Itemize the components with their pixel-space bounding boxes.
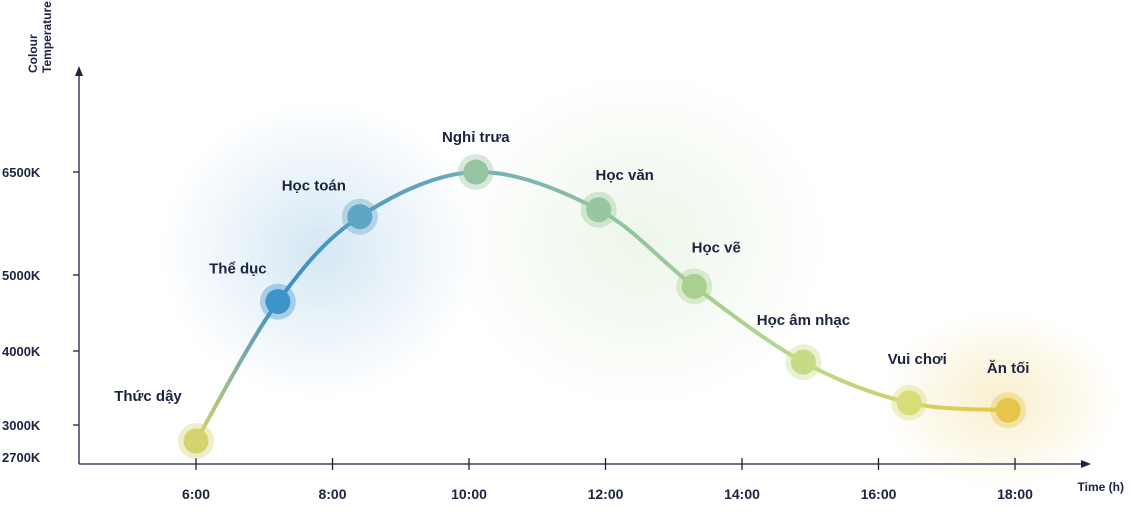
data-point: [586, 197, 612, 223]
data-point: [995, 397, 1021, 423]
point-label: Thức dậy: [114, 388, 182, 405]
data-point: [463, 159, 489, 185]
axes: [75, 66, 1091, 468]
x-tick-label: 16:00: [861, 486, 897, 502]
y-axis-arrow: [75, 66, 83, 76]
y-ticks: 2700K 3000K 4000K 5000K 6500K: [2, 165, 79, 465]
x-axis-label: Time (h): [1078, 480, 1124, 494]
x-tick-label: 10:00: [451, 486, 487, 502]
point-label: Học âm nhạc: [757, 312, 850, 329]
x-tick-label: 6:00: [182, 486, 210, 502]
data-point: [183, 428, 209, 454]
y-tick-label: 5000K: [2, 268, 41, 283]
data-point: [265, 289, 291, 315]
data-points: [178, 154, 1027, 459]
point-label: Học vẽ: [692, 239, 741, 256]
x-tick-label: 18:00: [997, 486, 1033, 502]
data-point: [347, 204, 373, 230]
point-labels: Thức dậy Thể dục Học toán Nghỉ trưa Học văn H…: [114, 129, 1029, 405]
point-label: Ăn tối: [987, 360, 1030, 377]
y-tick-label: 6500K: [2, 165, 41, 180]
background-glows: [160, 70, 1120, 490]
y-tick-label: 3000K: [2, 418, 41, 433]
x-tick-label: 8:00: [318, 486, 346, 502]
y-axis-label-line-1: Colour: [26, 34, 40, 73]
point-label: Thể dục: [209, 261, 267, 278]
y-axis-label: Colour Temperature (k): [26, 0, 54, 73]
point-label: Nghỉ trưa: [442, 129, 510, 146]
point-label: Học toán: [282, 178, 346, 195]
x-tick-label: 12:00: [588, 486, 624, 502]
x-ticks: 6:00 8:00 10:00 12:00 14:00 16:00 18:00: [182, 458, 1033, 502]
point-label: Vui chơi: [888, 351, 947, 368]
data-point: [896, 390, 922, 416]
y-tick-label: 2700K: [2, 450, 41, 465]
y-axis-label-line-2: Temperature (k): [40, 0, 54, 73]
point-label: Học văn: [595, 167, 653, 184]
data-point: [790, 349, 816, 375]
data-point: [681, 273, 707, 299]
x-tick-label: 14:00: [724, 486, 760, 502]
y-tick-label: 4000K: [2, 344, 41, 359]
x-axis-arrow: [1081, 460, 1091, 468]
